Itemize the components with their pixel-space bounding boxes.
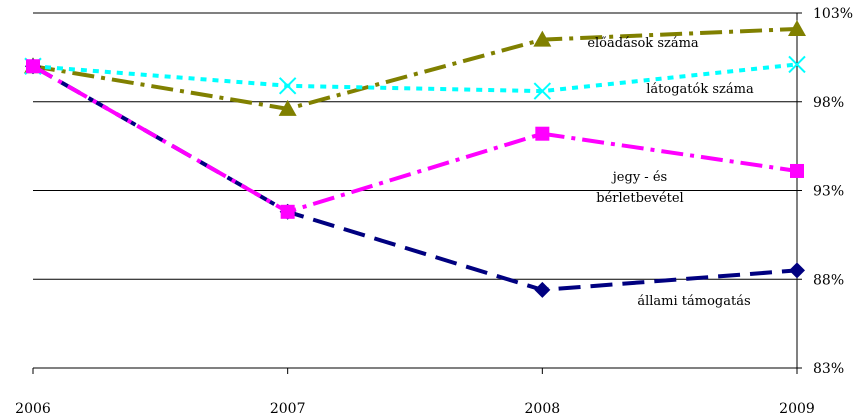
point-marker-stroke	[278, 77, 297, 95]
series-line	[32, 62, 798, 94]
point-marker	[788, 19, 806, 36]
x-tick-label: 2009	[779, 401, 815, 417]
series-label: állami támogatás	[637, 294, 750, 309]
y-tick-label: 83%	[813, 361, 844, 377]
point-marker	[535, 126, 550, 141]
series-label: bérletbevétel	[596, 191, 683, 206]
point-marker	[278, 99, 297, 116]
series-layer	[24, 19, 806, 298]
series-2	[26, 59, 804, 219]
point-marker-stroke	[533, 82, 552, 100]
y-tick-label: 88%	[813, 272, 844, 288]
series-labels: előadások száma látogatók száma jegy - és b…	[587, 36, 754, 309]
point-marker	[788, 55, 806, 74]
series-line	[32, 26, 798, 111]
point-marker	[26, 59, 40, 74]
series-label: látogatók száma	[646, 82, 754, 97]
point-marker	[533, 30, 552, 47]
point-marker	[280, 204, 295, 219]
series-line	[32, 64, 798, 214]
y-tick-label: 93%	[813, 184, 844, 200]
series-label: jegy - és	[611, 170, 667, 185]
x-tick-label: 2008	[525, 401, 561, 417]
point-marker	[789, 262, 805, 279]
y-tick-label: 103%	[813, 6, 853, 22]
tick-labels: 83% 88% 93% 98% 103% 2006 2007 2008 2009	[15, 6, 853, 417]
point-marker-stroke	[788, 55, 806, 74]
point-marker	[278, 77, 297, 95]
axes	[32, 12, 802, 374]
point-marker	[790, 163, 804, 178]
x-tick-label: 2007	[270, 401, 306, 417]
y-tick-label: 98%	[813, 95, 844, 111]
point-marker	[534, 281, 551, 298]
x-tick-label: 2006	[15, 401, 51, 417]
series-line	[32, 64, 798, 292]
point-marker	[533, 82, 552, 100]
series-label: előadások száma	[587, 36, 699, 51]
